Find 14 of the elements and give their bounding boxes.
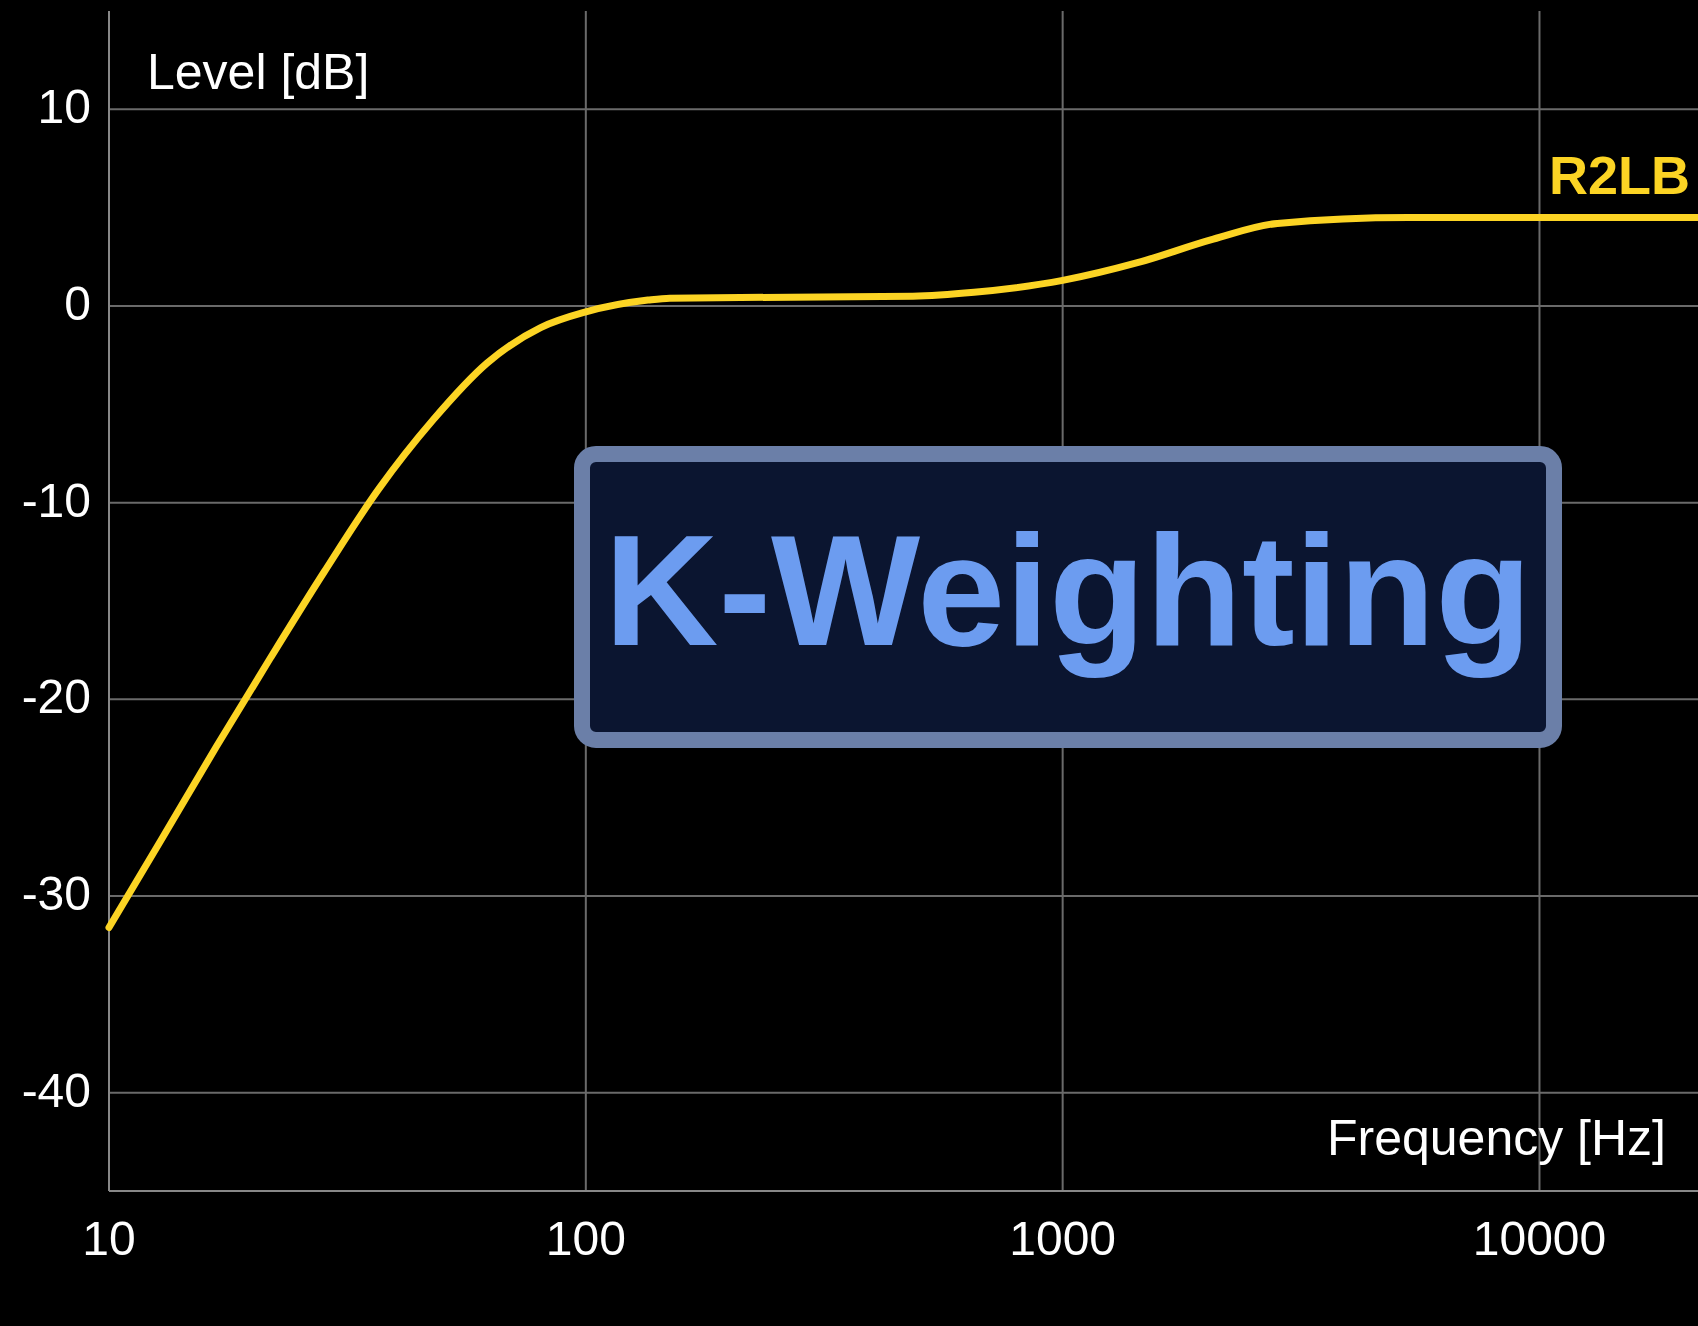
x-tick-label: 10 [82,1212,136,1265]
series-label: R2LB [1548,144,1690,205]
x-axis-title: Frequency [Hz] [1326,1110,1666,1166]
y-axis-title: Level [dB] [147,44,370,100]
x-tick-label: 10000 [1472,1212,1607,1265]
y-tick-label: -40 [21,1063,91,1117]
y-tick-label: -10 [21,473,91,527]
y-tick-label: -20 [21,670,91,724]
y-tick-label: 0 [64,277,91,330]
y-tick-label: -30 [21,867,91,920]
x-tick-label: 100 [545,1212,626,1265]
text: K-Weighting [604,502,1532,678]
x-tick-label: 1000 [1009,1212,1117,1265]
y-tick-label: 10 [37,80,91,134]
